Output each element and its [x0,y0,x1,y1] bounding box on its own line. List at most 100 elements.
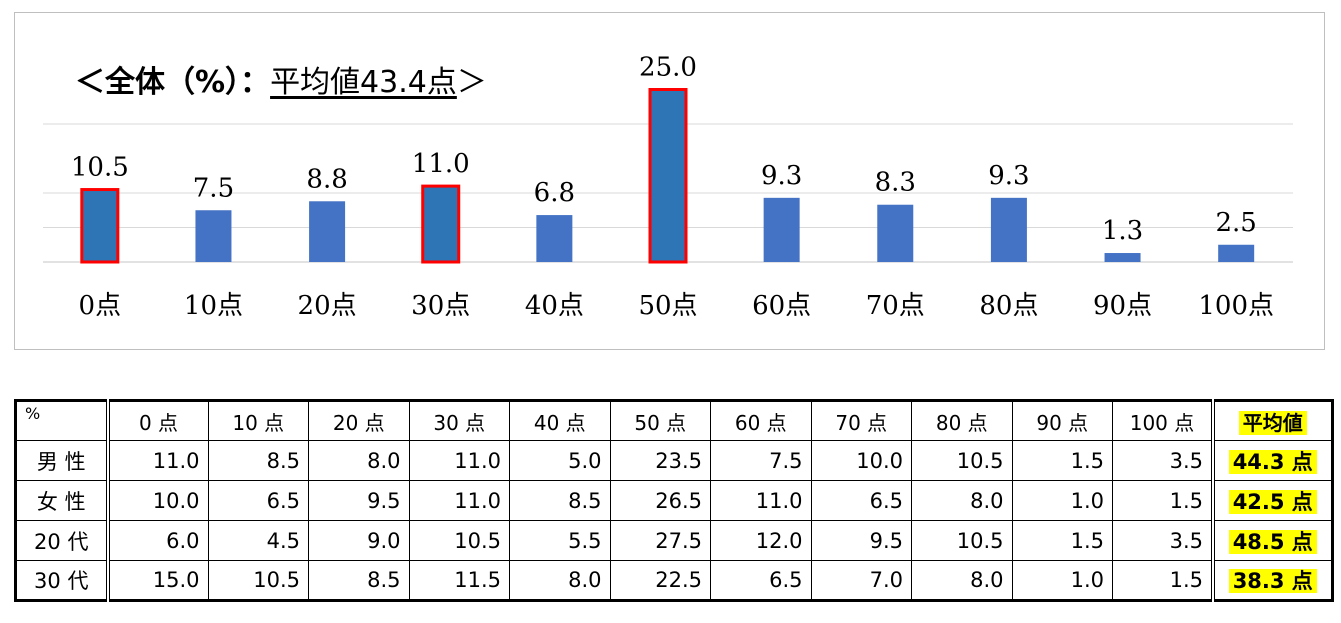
table-cell: 1.5 [1011,520,1113,561]
data-table: % 0 点 10 点 20 点 30 点 40 点 50 点 60 点 70 点… [14,399,1334,602]
table-cell: 1.5 [1112,480,1214,521]
table-row: 20 代 6.0 4.5 9.0 10.5 5.5 27.5 12.0 9.5 10.5 1.5 3.… [15,520,1333,561]
table-cell: 8.5 [207,440,309,481]
table-cell: 8.0 [911,560,1013,601]
table-cell: 12.0 [710,520,812,561]
bar [309,201,346,262]
x-tick-label: 20点 [298,291,357,321]
table-cell: 1.5 [1011,440,1113,481]
column-header: 100 点 [1112,400,1214,441]
table-row: 男 性 11.0 8.5 8.0 11.0 5.0 23.5 7.5 10.0 10.5 1.5 3.… [15,440,1333,481]
row-label: 20 代 [15,520,110,561]
column-header: 60 点 [710,400,812,441]
table-cell: 8.5 [509,480,611,521]
table-row: 30 代 15.0 10.5 8.5 11.5 8.0 22.5 6.5 7.0 8.0 1.0 1.… [15,560,1333,601]
data-label: 11.0 [412,149,470,179]
average-header-label: 平均値 [1238,410,1307,435]
x-tick-label: 40点 [525,291,584,321]
column-header: 70 点 [810,400,912,441]
x-tick-label: 0点 [79,291,122,321]
table-cell: 1.0 [1011,480,1113,521]
table-cell: 15.0 [107,560,209,601]
table-cell: 1.0 [1011,560,1113,601]
bar [877,204,914,262]
bar-chart: 10.5 0点 7.5 10点 8.8 20点 11.0 30点 6.8 40点 25.0 50点 9.… [43,53,1293,321]
bar [80,188,120,264]
chart-title-prefix: ＜全体（%）： [75,65,271,100]
data-label: 9.3 [988,161,1029,191]
x-tick-label: 10点 [184,291,243,321]
table-cell: 11.0 [107,440,209,481]
table-cell: 1.5 [1112,560,1214,601]
data-label: 2.5 [1216,208,1257,238]
bar [648,88,688,264]
average-cell: 38.3 点 [1211,560,1333,601]
bar [763,197,800,262]
table-header-row: % 0 点 10 点 20 点 30 点 40 点 50 点 60 点 70 点… [15,400,1333,441]
bar [421,184,461,264]
table-cell: 5.0 [509,440,611,481]
table-cell: 9.5 [810,520,912,561]
table-cell: 8.0 [911,480,1013,521]
table-cell: 9.5 [308,480,410,521]
table-cell: 7.0 [810,560,912,601]
data-label: 1.3 [1102,216,1143,246]
table-cell: 11.0 [710,480,812,521]
bar [990,197,1027,262]
row-label: 男 性 [15,440,110,481]
table-cell: 10.0 [107,480,209,521]
x-tick-label: 90点 [1093,291,1152,321]
table-cell: 6.0 [107,520,209,561]
table-cell: 7.5 [710,440,812,481]
x-tick-label: 30点 [411,291,470,321]
average-value: 44.3 点 [1228,449,1317,474]
chart-title: ＜全体（%）：平均値43.4点＞ [75,57,487,101]
table-cell: 23.5 [609,440,711,481]
average-column-header: 平均値 [1211,400,1333,441]
data-label: 7.5 [193,173,234,203]
x-tick-label: 50点 [638,291,697,321]
column-header: 30 点 [408,400,510,441]
column-header: 10 点 [207,400,309,441]
chart-title-average: 平均値43.4点 [270,65,457,100]
table-cell: 26.5 [609,480,711,521]
row-label: 30 代 [15,560,110,601]
column-header: 50 点 [609,400,711,441]
table-cell: 6.5 [710,560,812,601]
table-cell: 3.5 [1112,520,1214,561]
column-header: 80 点 [911,400,1013,441]
average-cell: 42.5 点 [1211,480,1333,521]
table-row: 女 性 10.0 6.5 9.5 11.0 8.5 26.5 11.0 6.5 8.0 1.0 1.5… [15,480,1333,521]
average-cell: 48.5 点 [1211,520,1333,561]
table-cell: 27.5 [609,520,711,561]
table-cell: 10.5 [911,440,1013,481]
bar [536,215,573,262]
table-cell: 22.5 [609,560,711,601]
row-label: 女 性 [15,480,110,521]
bar [195,210,232,262]
table-cell: 11.0 [408,480,510,521]
chart-title-suffix: ＞ [456,65,487,100]
table-cell: 8.5 [308,560,410,601]
average-value: 38.3 点 [1228,569,1317,593]
table-cell: 4.5 [207,520,309,561]
column-header: 90 点 [1011,400,1113,441]
bar [1218,244,1255,262]
table-cell: 8.0 [509,560,611,601]
table-cell: 3.5 [1112,440,1214,481]
table-cell: 5.5 [509,520,611,561]
column-header: 20 点 [308,400,410,441]
table-cell: 10.5 [207,560,309,601]
column-header: 40 点 [509,400,611,441]
table-cell: 8.0 [308,440,410,481]
chart-panel: 10.5 0点 7.5 10点 8.8 20点 11.0 30点 6.8 40点 25.0 50点 9.… [14,12,1325,350]
x-tick-label: 80点 [979,291,1038,321]
table-cell: 10.0 [810,440,912,481]
data-label: 10.5 [71,153,129,183]
table-cell: 11.0 [408,440,510,481]
average-value: 48.5 点 [1228,529,1317,554]
x-tick-label: 70点 [866,291,925,321]
x-tick-label: 100点 [1198,291,1274,321]
data-label: 6.8 [534,178,575,208]
table-corner-unit: % [15,400,110,441]
